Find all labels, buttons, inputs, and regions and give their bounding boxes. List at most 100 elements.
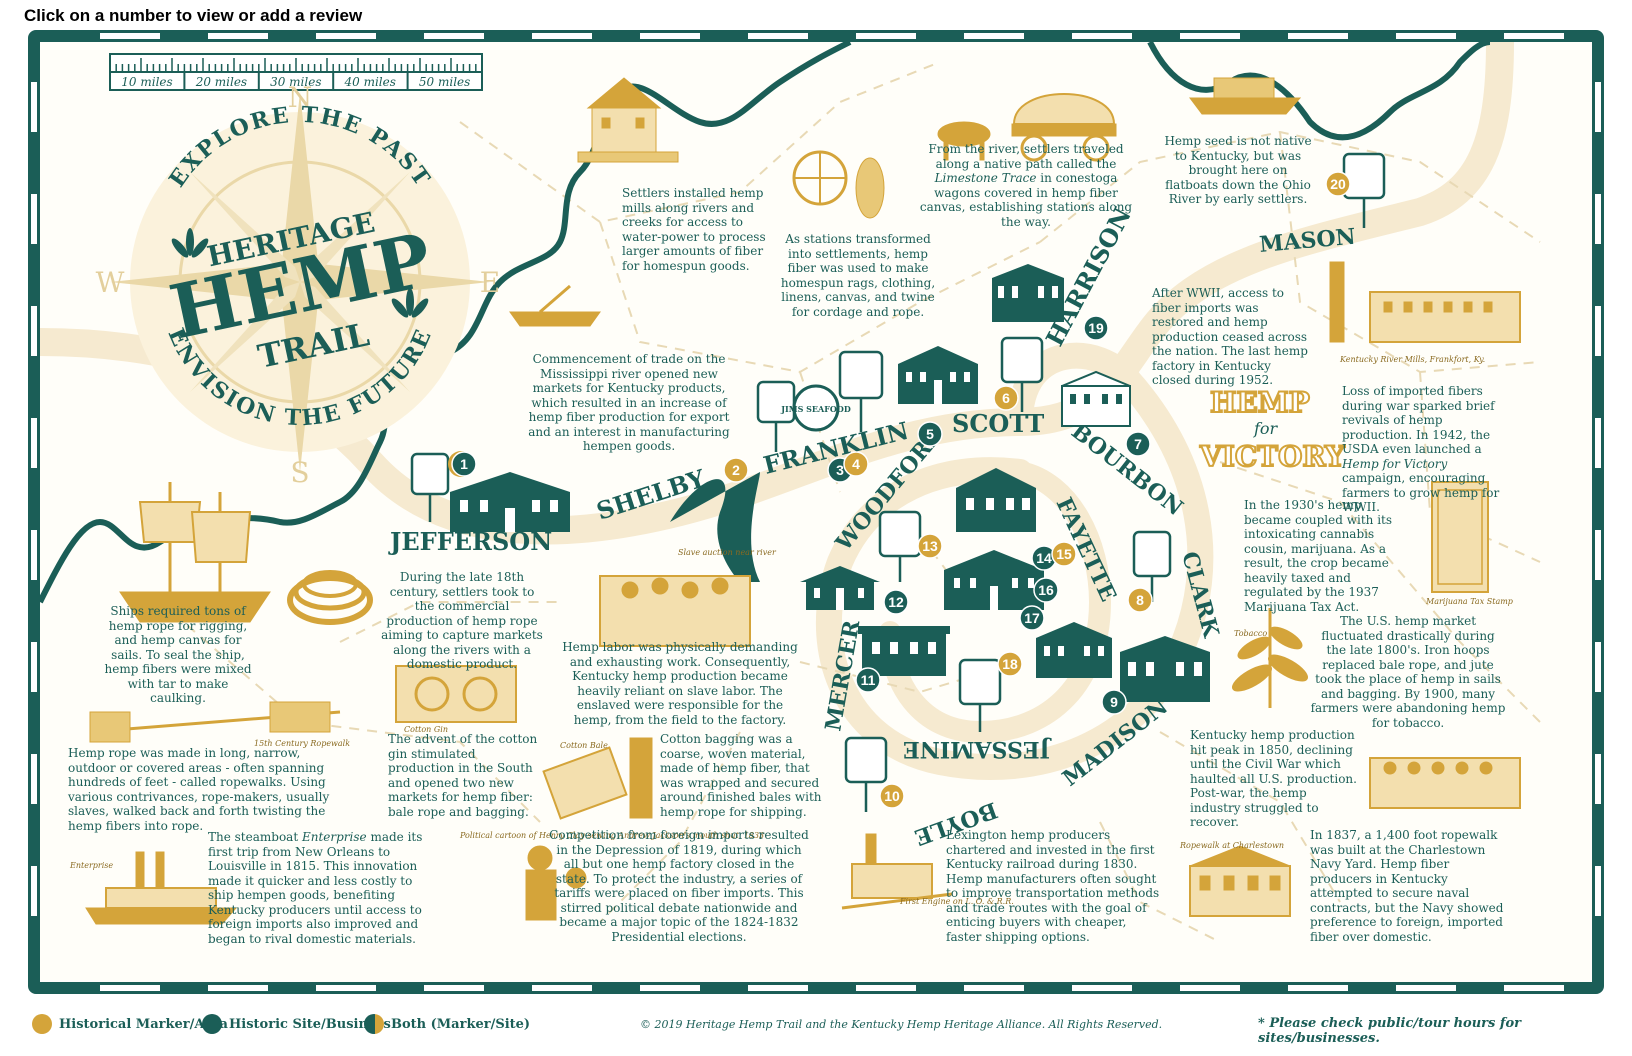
note-loss-em: Hemp for Victory — [1342, 456, 1448, 471]
caption-cartoon: Political cartoon of Henry Clay sewing A… — [459, 831, 764, 840]
scale-bar: 10 miles 20 miles 30 miles 40 miles 50 miles — [109, 53, 483, 91]
frame-dash — [1595, 754, 1601, 804]
frame-dash — [1595, 530, 1601, 580]
trail-marker-13[interactable]: 13 — [917, 533, 943, 559]
note-river: From the river, settlers traveled along … — [916, 142, 1136, 229]
marker-number: 1 — [460, 456, 468, 472]
building-icon — [858, 626, 950, 676]
spinning-wheel-illustration — [792, 150, 885, 219]
marker-dot — [1325, 171, 1351, 197]
trail-marker-5[interactable]: 5 — [917, 421, 943, 447]
note-loss-post: campaign, encouraging farmers to grow he… — [1342, 471, 1500, 514]
frame-dash — [31, 194, 37, 244]
frame-dash — [1180, 985, 1240, 991]
scale-label: 30 miles — [270, 75, 321, 89]
note-river-em: Limestone Trace — [934, 171, 1037, 185]
frame-dash — [424, 33, 484, 39]
building-icon — [800, 566, 880, 610]
marker-number: 4 — [852, 456, 860, 472]
hemp-leaf-icon — [391, 288, 429, 318]
frame-dash — [1072, 985, 1132, 991]
marker-number: 13 — [922, 538, 938, 554]
note-mississippi: Commencement of trade on the Mississippi… — [528, 352, 730, 453]
trail-marker-12[interactable]: 12 — [883, 589, 909, 615]
trail-marker-7[interactable]: 7 — [1125, 431, 1151, 457]
image-captions: Slave auction near river 15th Century Ro… — [69, 355, 1513, 906]
note-navy: In 1837, a 1,400 foot ropewalk was built… — [1310, 828, 1504, 944]
legend-both: Both (Marker/Site) — [364, 1014, 530, 1034]
ohio-river-east — [1147, 42, 1491, 141]
trail-marker-20[interactable]: 20 — [1325, 171, 1351, 197]
marker-dot — [917, 421, 943, 447]
county-mason: MASON — [1258, 224, 1356, 258]
building-icon — [1120, 636, 1210, 702]
frame-dash — [1072, 33, 1132, 39]
trail-marker-17[interactable]: 17 — [1019, 605, 1045, 631]
note-ropewalk: Hemp rope was made in long, narrow, outd… — [68, 746, 330, 833]
frame-dash — [31, 866, 37, 916]
title-compass: N S W E EXPLORE THE PAST ENVISION THE FU… — [96, 81, 501, 489]
victory-for-text: for — [1253, 419, 1279, 438]
marker-number: 7 — [1134, 436, 1142, 452]
legend-marker-dot — [32, 1014, 52, 1034]
trail-marker-11[interactable]: 11 — [855, 667, 881, 693]
marker-number: 3 — [836, 462, 844, 478]
trail-marker-16[interactable]: 16 — [1033, 577, 1059, 603]
trail-marker-10[interactable]: 10 — [879, 783, 905, 809]
frame-dash — [208, 985, 268, 991]
legend-site: Historic Site/Business — [202, 1014, 391, 1034]
note-loss-pre: Loss of imported fibers during war spark… — [1342, 384, 1495, 456]
marker-number: 17 — [1024, 610, 1040, 626]
marker-dot — [1125, 431, 1151, 457]
frame-dash — [31, 418, 37, 468]
marker-dot — [883, 589, 909, 615]
frame-dash — [1396, 33, 1456, 39]
frame-dash — [1595, 194, 1601, 244]
building-icon — [1061, 370, 1131, 427]
trail-marker-2[interactable]: 2 — [723, 457, 749, 483]
note-steamboat-em: Enterprise — [301, 830, 367, 844]
frame-dash — [1595, 418, 1601, 468]
note-wwii: After WWII, access to fiber imports was … — [1152, 286, 1308, 387]
note-railroad: Lexington hemp producers chartered and i… — [946, 828, 1160, 944]
victory-hemp-text: HEMP — [1210, 386, 1310, 419]
compass-west: W — [96, 266, 125, 299]
frame-dash — [856, 33, 916, 39]
frame-dash — [964, 985, 1024, 991]
marker-number: 14 — [1036, 550, 1052, 566]
trail-marker-4[interactable]: 4 — [843, 451, 869, 477]
caption-ropewalk: 15th Century Ropewalk — [254, 739, 350, 748]
marker-dot — [843, 451, 869, 477]
frame-dash — [1396, 985, 1456, 991]
trail-marker-1[interactable]: 1 — [448, 451, 477, 477]
scale-label: 50 miles — [419, 75, 470, 89]
trail-marker-18[interactable]: 18 — [997, 651, 1023, 677]
marker-number: 5 — [926, 426, 934, 442]
note-gin: The advent of the cotton gin stimulated … — [388, 732, 538, 819]
marker-number: 11 — [861, 672, 876, 688]
caption-engine: First Engine on L. O. & R.R. — [899, 897, 1014, 906]
compass-east: E — [480, 266, 500, 299]
hemp-for-victory-logo: HEMP for VICTORY — [1198, 385, 1347, 474]
steamboat-illustration — [85, 851, 238, 925]
marker-number: 16 — [1038, 582, 1054, 598]
marker-number: 19 — [1088, 320, 1104, 336]
seafood-sign: JIMS SEAFOOD — [780, 384, 851, 432]
trail-marker-6[interactable]: 6 — [993, 385, 1019, 411]
building-icon — [1036, 622, 1112, 678]
marker-number: 8 — [1136, 592, 1144, 608]
trail-marker-9[interactable]: 9 — [1101, 689, 1127, 715]
note-ships: Ships required tons of hemp rope for rig… — [104, 604, 252, 705]
hours-note: * Please check public/tour hours for sit… — [1258, 1016, 1521, 1046]
trail-marker-19[interactable]: 19 — [1083, 315, 1109, 341]
note-mills: Settlers installed hemp mills along rive… — [622, 186, 766, 273]
note-stations: As stations transformed into settlements… — [780, 232, 936, 319]
frame-dash — [31, 82, 37, 132]
trail-marker-15[interactable]: 15 — [1051, 541, 1077, 567]
rope-coil-illustration — [287, 570, 373, 625]
victory-victory-text: VICTORY — [1199, 440, 1346, 473]
frame-dash — [532, 33, 592, 39]
trail-marker-8[interactable]: 8 — [1127, 587, 1153, 613]
seafood-sign-text: JIMS SEAFOOD — [780, 404, 851, 414]
legend-site-label: Historic Site/Business — [229, 1016, 391, 1032]
